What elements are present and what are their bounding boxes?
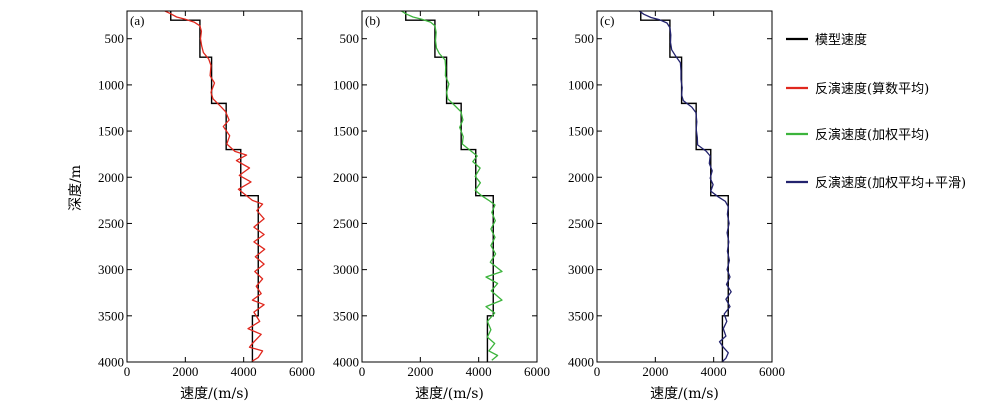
y-tick-label: 4000 bbox=[333, 355, 359, 370]
x-tick-label: 2000 bbox=[642, 364, 668, 379]
y-tick-label: 2500 bbox=[568, 216, 594, 231]
y-tick-label: 1000 bbox=[333, 77, 359, 92]
plot-frame bbox=[361, 10, 538, 363]
x-axis-label: 速度/(m/s) bbox=[415, 386, 484, 402]
model-velocity-line bbox=[405, 11, 494, 362]
x-tick-label: 0 bbox=[594, 364, 601, 379]
y-tick-label: 3500 bbox=[98, 308, 124, 323]
panel-label: (b) bbox=[365, 13, 380, 28]
y-tick-label: 3000 bbox=[98, 262, 124, 277]
inversion-velocity-line bbox=[401, 11, 503, 361]
model-velocity-line bbox=[640, 11, 729, 362]
x-tick-label: 0 bbox=[359, 364, 366, 379]
panel-label: (a) bbox=[130, 13, 144, 28]
x-tick-label: 2000 bbox=[172, 364, 198, 379]
y-tick-label: 2000 bbox=[568, 170, 594, 185]
y-tick-label: 500 bbox=[575, 31, 595, 46]
model-velocity-line bbox=[170, 11, 259, 362]
legend-label: 反演速度(算数平均) bbox=[815, 81, 929, 97]
legend-item: 反演速度(加权平均+平滑) bbox=[786, 175, 966, 191]
y-tick-label: 3500 bbox=[568, 308, 594, 323]
legend-item: 模型速度 bbox=[786, 32, 867, 48]
y-tick-label: 500 bbox=[105, 31, 125, 46]
y-tick-label: 2000 bbox=[98, 170, 124, 185]
x-axis-label: 速度/(m/s) bbox=[180, 386, 249, 402]
plot-frame bbox=[126, 10, 303, 363]
x-tick-label: 0 bbox=[124, 364, 131, 379]
y-tick-label: 3000 bbox=[568, 262, 594, 277]
y-tick-label: 1500 bbox=[98, 124, 124, 139]
panel-label: (c) bbox=[600, 13, 614, 28]
y-tick-label: 500 bbox=[340, 31, 360, 46]
x-tick-label: 4000 bbox=[466, 364, 492, 379]
inversion-velocity-line bbox=[164, 11, 266, 362]
x-tick-label: 4000 bbox=[701, 364, 727, 379]
y-tick-label: 3000 bbox=[333, 262, 359, 277]
y-tick-label: 1000 bbox=[568, 77, 594, 92]
y-tick-label: 1500 bbox=[568, 124, 594, 139]
y-tick-label: 1500 bbox=[333, 124, 359, 139]
x-axis-label: 速度/(m/s) bbox=[650, 386, 719, 402]
y-tick-label: 2000 bbox=[333, 170, 359, 185]
inversion-velocity-line bbox=[638, 11, 732, 362]
x-tick-label: 6000 bbox=[289, 364, 315, 379]
x-tick-label: 4000 bbox=[231, 364, 257, 379]
x-tick-label: 6000 bbox=[759, 364, 785, 379]
y-tick-label: 2500 bbox=[98, 216, 124, 231]
legend-label: 模型速度 bbox=[815, 32, 867, 48]
y-tick-label: 2500 bbox=[333, 216, 359, 231]
legend-label: 反演速度(加权平均+平滑) bbox=[815, 175, 966, 191]
legend-item: 反演速度(加权平均) bbox=[786, 127, 929, 143]
x-tick-label: 2000 bbox=[407, 364, 433, 379]
x-tick-label: 6000 bbox=[524, 364, 550, 379]
y-tick-label: 3500 bbox=[333, 308, 359, 323]
y-tick-label: 4000 bbox=[568, 355, 594, 370]
plot-frame bbox=[596, 10, 773, 363]
legend-item: 反演速度(算数平均) bbox=[786, 81, 929, 97]
legend-label: 反演速度(加权平均) bbox=[815, 127, 929, 143]
y-axis-label: 深度/m bbox=[68, 165, 84, 211]
y-tick-label: 4000 bbox=[98, 355, 124, 370]
y-tick-label: 1000 bbox=[98, 77, 124, 92]
